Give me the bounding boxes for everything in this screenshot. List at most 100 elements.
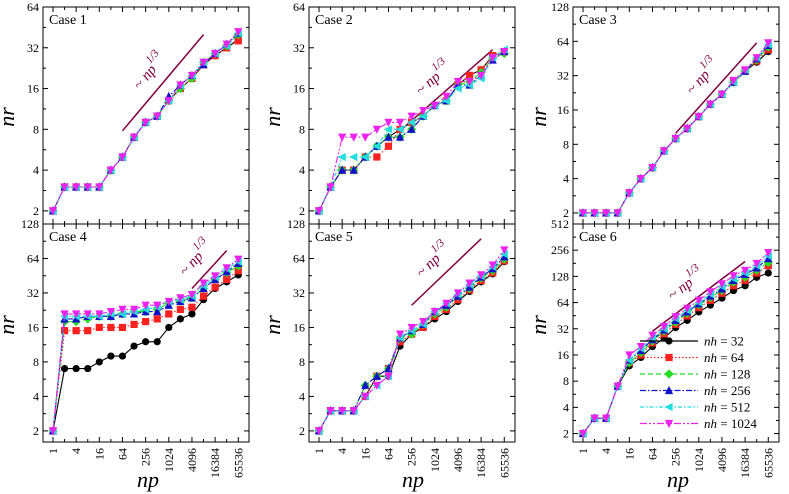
x-tick-label: 16384 [738, 448, 752, 478]
plot-frame [572, 6, 780, 225]
data-point [118, 323, 127, 332]
y-tick-label: 2 [299, 204, 305, 218]
x-tick-label: 4 [335, 448, 349, 454]
data-point [199, 279, 208, 288]
data-point [395, 330, 405, 339]
y-axis-label-bottom-3: nr [526, 315, 551, 335]
data-point [176, 305, 184, 313]
data-point [187, 71, 197, 81]
data-point [372, 125, 381, 134]
y-tick-label: 128 [551, 0, 569, 14]
data-point [636, 342, 645, 352]
y-tick-label: 64 [293, 0, 305, 14]
legend-value: = 32 [717, 334, 744, 349]
panel-title: Case 1 [49, 13, 87, 28]
slope-label-base: ~ np [684, 67, 714, 98]
data-point [763, 257, 773, 268]
data-point [407, 118, 416, 127]
series-nh1024 [314, 47, 509, 216]
data-point [578, 209, 588, 218]
data-point [222, 264, 231, 273]
y-tick-label: 2 [33, 424, 39, 438]
slope-guide-line [652, 260, 746, 332]
data-point [84, 364, 92, 373]
data-point [95, 358, 103, 366]
data-point [234, 255, 243, 264]
data-point [741, 66, 750, 75]
data-point [671, 134, 680, 144]
data-point [372, 142, 381, 151]
data-point [211, 272, 220, 281]
data-point [84, 327, 92, 335]
data-point [199, 58, 208, 67]
x-tick-label: 256 [139, 448, 153, 466]
data-point [384, 372, 393, 381]
data-point [372, 371, 381, 380]
series-line [318, 261, 505, 432]
series-nh32 [49, 271, 242, 435]
data-point [83, 310, 92, 319]
data-point [465, 71, 474, 80]
series-nh1024 [578, 39, 773, 218]
y-tick-label: 2 [563, 427, 569, 441]
x-tick-label: 4096 [451, 448, 465, 472]
data-point [625, 189, 634, 198]
x-tick-label: 16 [92, 448, 106, 460]
data-point [199, 292, 208, 300]
y-tick-label: 8 [563, 374, 569, 388]
data-point [153, 307, 162, 316]
data-point [729, 272, 738, 281]
data-point [418, 112, 427, 121]
data-point [60, 364, 69, 373]
data-point [453, 78, 463, 87]
y-tick-label: 128 [287, 217, 305, 231]
legend-item: nh = 256 [640, 383, 751, 398]
legend-item: nh = 512 [640, 400, 750, 415]
data-point [118, 352, 127, 360]
data-point [130, 320, 138, 329]
data-point [222, 40, 231, 49]
data-point [165, 323, 173, 332]
data-point [176, 81, 185, 90]
data-point [60, 310, 69, 319]
data-point [106, 166, 115, 175]
y-tick-label: 4 [33, 163, 39, 177]
data-point [636, 175, 645, 184]
legend-item: nh = 64 [640, 350, 744, 365]
data-point [395, 125, 404, 134]
series-nh1024 [314, 246, 509, 436]
y-tick-label: 16 [27, 82, 39, 96]
x-tick-label: 16 [358, 448, 372, 460]
legend-value: = 128 [717, 367, 750, 382]
legend-label: nh = 1024 [704, 416, 757, 431]
x-tick-label: 1024 [162, 448, 176, 472]
y-tick-label: 128 [551, 269, 569, 283]
data-point [624, 355, 633, 365]
data-point [153, 315, 161, 323]
data-point [752, 259, 761, 269]
data-point [314, 207, 324, 216]
data-point [361, 380, 370, 389]
x-tick-label: 16384 [474, 448, 488, 478]
y-axis-label-bottom-2: nr [260, 315, 285, 335]
data-point [141, 118, 150, 127]
legend-marker [665, 353, 673, 362]
slope-guide-line [121, 34, 205, 132]
slope-guide-line [399, 49, 494, 132]
panel-case-2: 2 4 8 16 32 64 Case 2 ~ np1/3 [293, 0, 516, 225]
data-point [694, 296, 703, 305]
y-tick-label: 32 [293, 41, 305, 55]
data-point [361, 392, 370, 402]
x-tick-label: 65536 [231, 448, 245, 478]
data-point [141, 305, 150, 314]
x-axis-label-2: np [402, 467, 424, 492]
x-tick-label: 65536 [761, 448, 775, 478]
series-line [318, 249, 505, 432]
data-point [373, 153, 381, 161]
x-tick-label: 64 [115, 448, 129, 460]
series-nh1024 [578, 249, 773, 439]
y-tick-label: 4 [563, 400, 569, 414]
data-point [60, 327, 69, 335]
data-point [129, 133, 139, 142]
